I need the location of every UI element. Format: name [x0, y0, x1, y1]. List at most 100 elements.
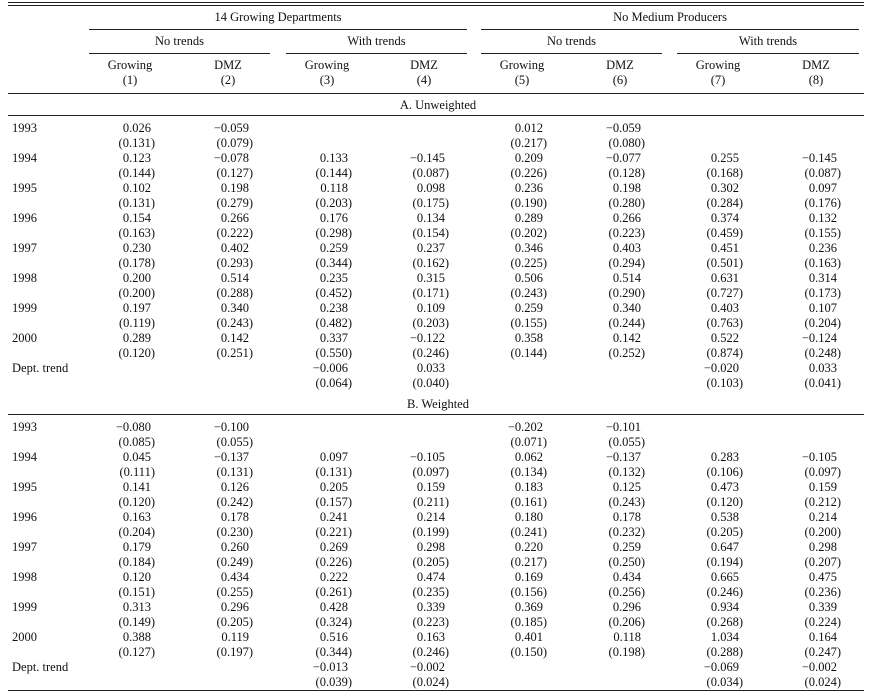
estimate: 0.026 — [122, 121, 151, 135]
standard-error: (0.727) — [706, 286, 743, 300]
estimate: −0.124 — [801, 331, 837, 345]
column-header: Growing — [499, 58, 545, 72]
standard-error: (0.185) — [510, 615, 547, 629]
standard-error: (0.243) — [216, 316, 253, 330]
row-label: 1996 — [12, 211, 37, 225]
column-number: (8) — [808, 73, 824, 87]
estimate: 0.358 — [514, 331, 543, 345]
estimate: −0.020 — [703, 361, 739, 375]
estimate: 0.102 — [122, 181, 151, 195]
estimate: 0.259 — [319, 241, 348, 255]
standard-error: (0.212) — [804, 495, 841, 509]
estimate: 0.180 — [514, 510, 543, 524]
column-header: DMZ — [606, 58, 634, 72]
estimate: 0.237 — [416, 241, 445, 255]
standard-error: (0.232) — [608, 525, 645, 539]
estimate: −0.069 — [703, 660, 739, 674]
standard-error: (0.224) — [804, 615, 841, 629]
standard-error: (0.184) — [118, 555, 155, 569]
standard-error: (0.230) — [216, 525, 253, 539]
estimate: 0.132 — [808, 211, 837, 225]
estimate: 0.296 — [612, 600, 641, 614]
panel-title: A. Unweighted — [399, 98, 477, 112]
standard-error: (0.198) — [608, 645, 645, 659]
column-number: (7) — [710, 73, 726, 87]
estimate: 0.236 — [808, 241, 837, 255]
estimate: 0.169 — [514, 570, 543, 584]
estimate: 0.220 — [514, 540, 543, 554]
standard-error: (0.223) — [608, 226, 645, 240]
estimate: 0.205 — [319, 480, 348, 494]
standard-error: (0.111) — [119, 465, 155, 479]
standard-error: (0.171) — [412, 286, 449, 300]
standard-error: (0.243) — [608, 495, 645, 509]
standard-error: (0.176) — [804, 196, 841, 210]
estimate: 0.266 — [220, 211, 249, 225]
group-underline — [481, 29, 859, 30]
standard-error: (0.200) — [118, 286, 155, 300]
standard-error: (0.131) — [118, 196, 155, 210]
estimate: −0.145 — [801, 151, 837, 165]
standard-error: (0.190) — [510, 196, 547, 210]
standard-error: (0.144) — [510, 346, 547, 360]
estimate: 0.522 — [710, 331, 739, 345]
standard-error: (0.288) — [706, 645, 743, 659]
estimate: 0.033 — [416, 361, 445, 375]
estimate: 0.062 — [514, 450, 543, 464]
row-label: 1995 — [12, 480, 37, 494]
estimate: 0.315 — [416, 271, 445, 285]
estimate: 0.033 — [808, 361, 837, 375]
estimate: 0.647 — [710, 540, 739, 554]
standard-error: (0.217) — [510, 555, 547, 569]
estimate: 0.269 — [319, 540, 348, 554]
subgroup-header: With trends — [738, 34, 798, 48]
standard-error: (0.131) — [315, 465, 352, 479]
estimate: 0.238 — [319, 301, 348, 315]
standard-error: (0.217) — [510, 136, 547, 150]
column-header: Growing — [304, 58, 350, 72]
standard-error: (0.284) — [706, 196, 743, 210]
standard-error: (0.173) — [804, 286, 841, 300]
estimate: 0.198 — [612, 181, 641, 195]
estimate: 0.402 — [220, 241, 249, 255]
standard-error: (0.225) — [510, 256, 547, 270]
standard-error: (0.211) — [413, 495, 449, 509]
standard-error: (0.344) — [315, 645, 352, 659]
standard-error: (0.256) — [608, 585, 645, 599]
estimate: −0.105 — [801, 450, 837, 464]
row-label: Dept. trend — [12, 361, 69, 375]
standard-error: (0.134) — [510, 465, 547, 479]
estimate: 0.119 — [221, 630, 249, 644]
standard-error: (0.127) — [216, 166, 253, 180]
row-label: 1998 — [12, 570, 37, 584]
estimate: 0.388 — [122, 630, 151, 644]
estimate: 0.198 — [220, 181, 249, 195]
estimate: 0.163 — [416, 630, 445, 644]
subgroup-header: No trends — [155, 34, 204, 48]
standard-error: (0.120) — [706, 495, 743, 509]
standard-error: (0.024) — [412, 675, 449, 689]
standard-error: (0.163) — [118, 226, 155, 240]
standard-error: (0.482) — [315, 316, 352, 330]
standard-error: (0.204) — [118, 525, 155, 539]
estimate: 0.339 — [808, 600, 837, 614]
estimate: 0.516 — [319, 630, 348, 644]
standard-error: (0.119) — [119, 316, 155, 330]
group-header: 14 Growing Departments — [214, 10, 342, 24]
estimate: 0.241 — [319, 510, 348, 524]
group-underline — [89, 29, 467, 30]
estimate: 0.346 — [514, 241, 543, 255]
estimate: 0.339 — [416, 600, 445, 614]
estimate: 0.514 — [220, 271, 249, 285]
standard-error: (0.298) — [315, 226, 352, 240]
estimate: 0.214 — [416, 510, 445, 524]
standard-error: (0.279) — [216, 196, 253, 210]
estimate: 0.434 — [220, 570, 249, 584]
standard-error: (0.223) — [412, 615, 449, 629]
standard-error: (0.247) — [804, 645, 841, 659]
standard-error: (0.202) — [510, 226, 547, 240]
standard-error: (0.294) — [608, 256, 645, 270]
estimate: 0.178 — [612, 510, 641, 524]
standard-error: (0.163) — [804, 256, 841, 270]
standard-error: (0.205) — [216, 615, 253, 629]
